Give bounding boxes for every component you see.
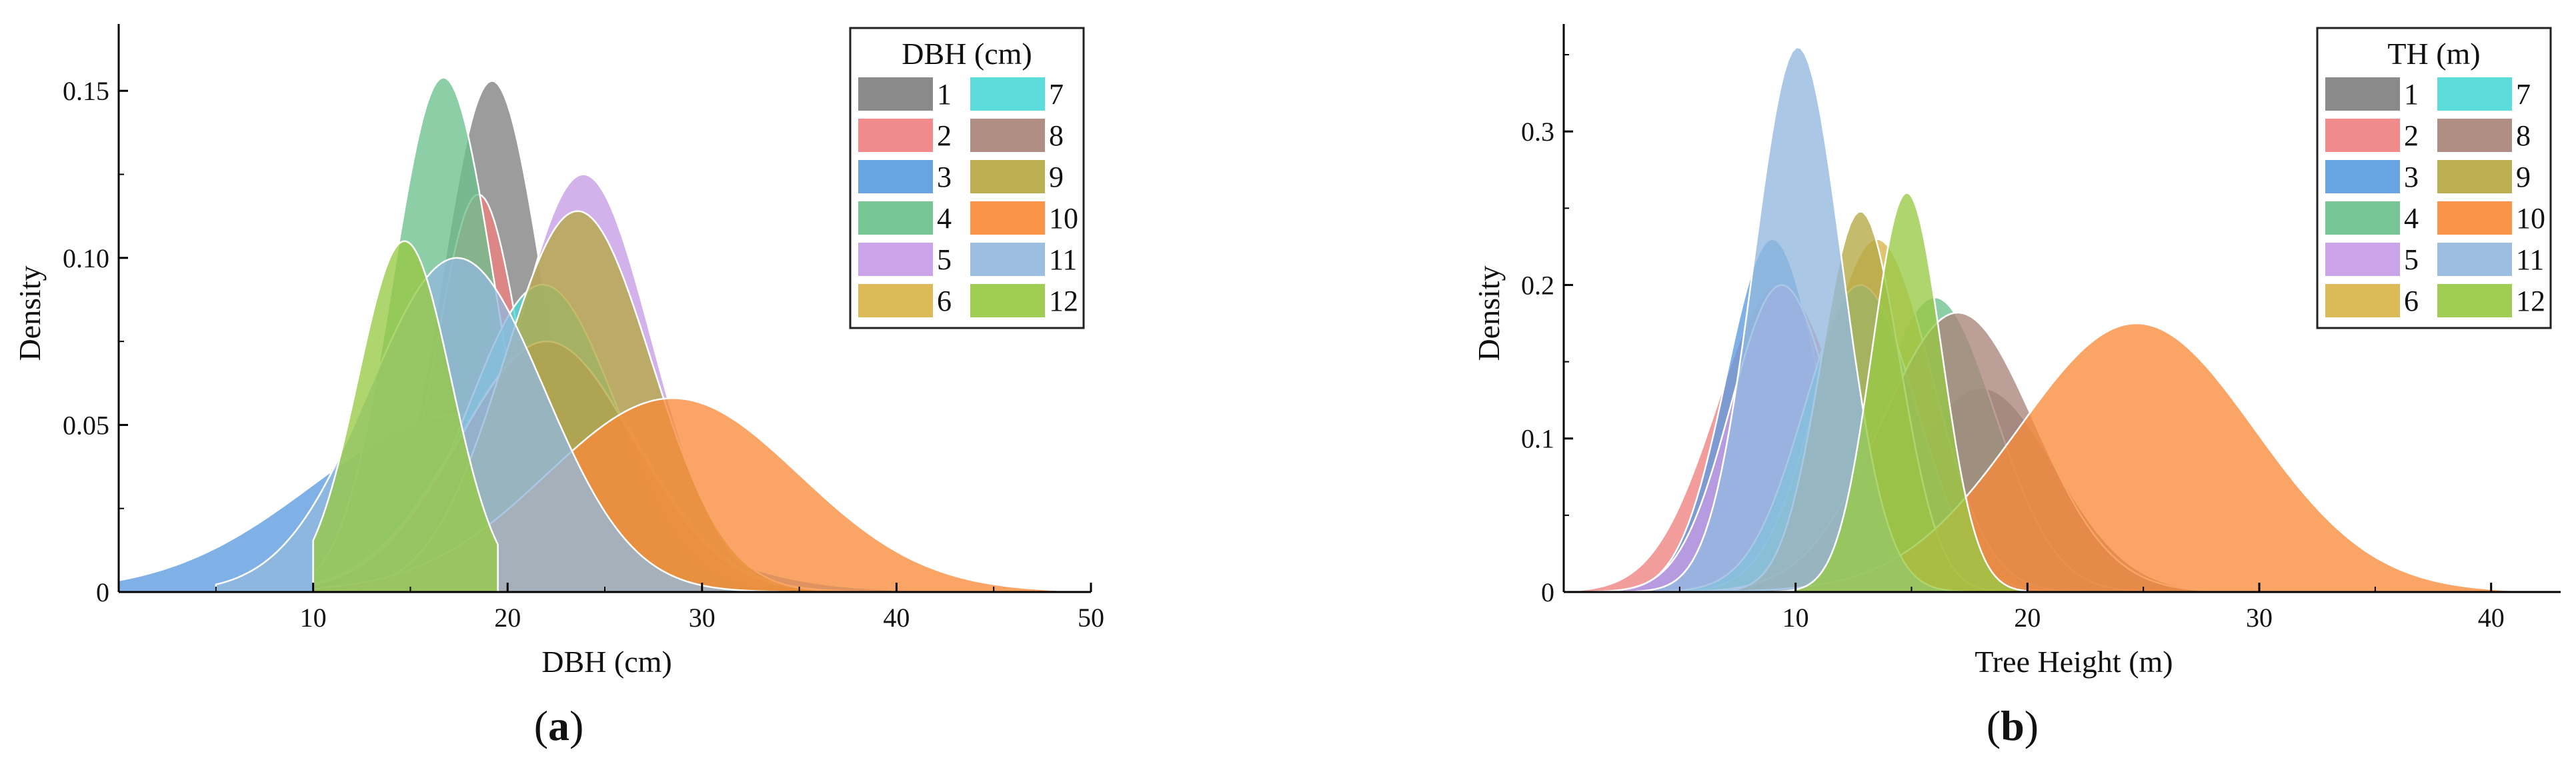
panel-a-label-letter: a bbox=[548, 702, 569, 749]
panel-b-x-tick-label-20: 20 bbox=[2014, 603, 2041, 633]
panel-b-legend-swatch-9 bbox=[2437, 160, 2512, 193]
panel-a-legend-label-10: 10 bbox=[1049, 202, 1078, 235]
panel-a-legend-swatch-9 bbox=[970, 160, 1045, 193]
panel-b-legend-label-12: 12 bbox=[2516, 285, 2545, 317]
panel-b-legend-label-6: 6 bbox=[2404, 285, 2419, 317]
panel-a-area-12 bbox=[312, 240, 499, 593]
panel-a-x-axis-title: DBH (cm) bbox=[541, 645, 672, 679]
panel-b-tree-height-density: 10 20 30 40 0 0.1 0.2 0.3 Density Tree Height (… bbox=[1472, 24, 2562, 749]
panel-b-legend-label-8: 8 bbox=[2516, 119, 2531, 152]
panel-b-axes: 10 20 30 40 0 0.1 0.2 0.3 bbox=[1521, 24, 2561, 633]
panel-b-legend-label-1: 1 bbox=[2404, 78, 2419, 111]
panel-b-legend-label-3: 3 bbox=[2404, 161, 2419, 193]
panel-b-legend-label-10: 10 bbox=[2516, 202, 2545, 235]
panel-a-legend-swatch-12 bbox=[970, 284, 1045, 317]
panel-b-legend-swatch-12 bbox=[2437, 284, 2512, 317]
panel-a-legend-label-7: 7 bbox=[1049, 78, 1064, 111]
panel-a-x-tick-label-10: 10 bbox=[300, 603, 327, 633]
panel-a-legend-label-2: 2 bbox=[937, 119, 952, 152]
panel-a-legend-label-5: 5 bbox=[937, 243, 952, 276]
panel-a-legend-label-11: 11 bbox=[1049, 243, 1077, 276]
panel-b-legend-swatch-4 bbox=[2325, 201, 2400, 235]
panel-a-legend-swatch-6 bbox=[858, 284, 933, 317]
panel-a-axes: 10 20 30 40 50 0 0.05 0.10 0.15 bbox=[63, 24, 1104, 633]
panel-a-legend-label-6: 6 bbox=[937, 285, 952, 317]
panel-b-y-tick-label-0: 0 bbox=[1541, 577, 1554, 607]
panel-a-x-tick-label-30: 30 bbox=[689, 603, 716, 633]
panel-b-legend-swatch-11 bbox=[2437, 243, 2512, 276]
panel-a-y-tick-label-2: 0.10 bbox=[63, 243, 109, 273]
panel-b-y-tick-label-1: 0.1 bbox=[1521, 424, 1554, 454]
panel-a-label-close: ) bbox=[569, 702, 583, 749]
panel-b-label-close: ) bbox=[2025, 702, 2039, 749]
panel-b-legend-title: TH (m) bbox=[2387, 37, 2480, 71]
panel-b-y-tick-label-3: 0.3 bbox=[1521, 117, 1554, 147]
panel-b-x-tick-label-40: 40 bbox=[2478, 603, 2505, 633]
panel-b-legend-swatch-8 bbox=[2437, 119, 2512, 152]
panel-b-legend-label-5: 5 bbox=[2404, 243, 2419, 276]
panel-a-legend-swatch-1 bbox=[858, 77, 933, 111]
panel-a-legend-swatch-4 bbox=[858, 201, 933, 235]
panel-a-legend-title: DBH (cm) bbox=[902, 37, 1032, 71]
panel-a-x-tick-label-20: 20 bbox=[494, 603, 521, 633]
panel-b-label-open: ( bbox=[1987, 702, 2001, 749]
panel-b-legend-label-9: 9 bbox=[2516, 161, 2531, 193]
panel-a-legend-label-8: 8 bbox=[1049, 119, 1064, 152]
panel-a-legend-label-4: 4 bbox=[937, 202, 952, 235]
panel-a-legend-swatch-3 bbox=[858, 160, 933, 193]
panel-a-legend-swatch-8 bbox=[970, 119, 1045, 152]
panel-a-legend-swatch-5 bbox=[858, 243, 933, 276]
panel-b-label-letter: b bbox=[2001, 702, 2025, 749]
panel-b-legend-swatch-5 bbox=[2325, 243, 2400, 276]
panel-b-legend-swatch-1 bbox=[2325, 77, 2400, 111]
panel-a-x-tick-label-40: 40 bbox=[883, 603, 910, 633]
panel-a-legend-label-3: 3 bbox=[937, 161, 952, 193]
panel-b-legend-swatch-7 bbox=[2437, 77, 2512, 111]
panel-a-y-tick-label-1: 0.05 bbox=[63, 410, 109, 440]
panel-a-dbh-density: 10 20 30 40 50 0 0.05 0.10 0.15 Density DBH (cm)… bbox=[13, 24, 1104, 749]
panel-a-label-open: ( bbox=[534, 702, 548, 749]
panel-b-label: (b) bbox=[1987, 702, 2039, 749]
panel-b-y-axis-title: Density bbox=[1472, 265, 1506, 361]
panel-a-legend-label-1: 1 bbox=[937, 78, 952, 111]
panel-b-legend-swatch-6 bbox=[2325, 284, 2400, 317]
panel-a-density-areas bbox=[117, 77, 1092, 593]
panel-b-y-tick-label-2: 0.2 bbox=[1521, 270, 1554, 300]
panel-b-legend-label-7: 7 bbox=[2516, 78, 2531, 111]
panel-a-legend-swatch-2 bbox=[858, 119, 933, 152]
panel-b-legend-label-2: 2 bbox=[2404, 119, 2419, 152]
panel-a-legend-swatch-7 bbox=[970, 77, 1045, 111]
panel-b-x-tick-label-30: 30 bbox=[2246, 603, 2273, 633]
panel-b-legend-swatch-2 bbox=[2325, 119, 2400, 152]
panel-b-legend-swatch-10 bbox=[2437, 201, 2512, 235]
panel-a-y-tick-label-0: 0 bbox=[96, 577, 109, 607]
panel-b-legend-label-4: 4 bbox=[2404, 202, 2419, 235]
panel-a-legend-label-12: 12 bbox=[1049, 285, 1078, 317]
panel-a-legend-label-9: 9 bbox=[1049, 161, 1064, 193]
panel-b-legend-swatch-3 bbox=[2325, 160, 2400, 193]
panel-b-x-tick-label-10: 10 bbox=[1782, 603, 1809, 633]
panel-b-legend-label-11: 11 bbox=[2516, 243, 2544, 276]
panel-a-x-tick-label-50: 50 bbox=[1078, 603, 1104, 633]
panel-a-y-axis-title: Density bbox=[13, 265, 47, 361]
panel-b-x-axis-title: Tree Height (m) bbox=[1975, 645, 2173, 679]
panel-a-label: (a) bbox=[534, 702, 584, 749]
panel-a-y-tick-label-3: 0.15 bbox=[63, 76, 109, 106]
panel-a-legend-swatch-11 bbox=[970, 243, 1045, 276]
panel-a-legend-swatch-10 bbox=[970, 201, 1045, 235]
